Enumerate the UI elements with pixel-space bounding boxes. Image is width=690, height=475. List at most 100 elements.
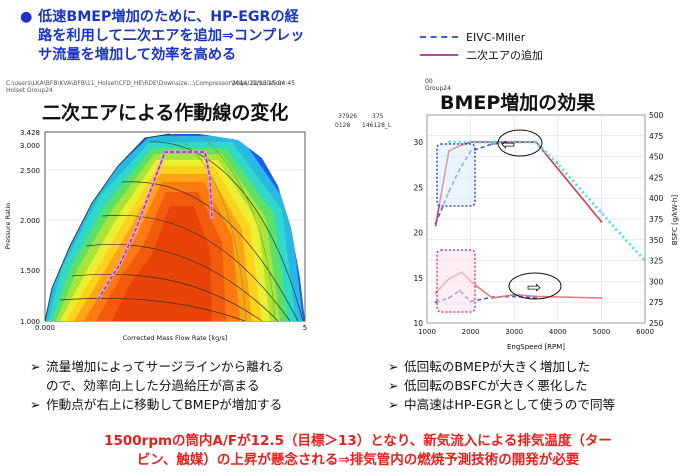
series-point-2-8	[622, 236, 625, 239]
bmep-chart: ⇦ ⇨ 1000 2000 3000 4000 5000 6000 10 15 20 25 30 25…	[413, 111, 679, 351]
bullet-right-2-mark: ➢	[388, 378, 399, 393]
efficiency-contours	[45, 134, 305, 321]
series-point-2-9	[644, 259, 646, 262]
map-y-tick-6: 3.428	[20, 129, 40, 137]
bullet-left-2-mark: ➢	[30, 397, 41, 412]
operating-line-eivc	[97, 151, 213, 301]
x-tick-label-6000: 6000	[636, 328, 654, 336]
highlight-box-bsfc	[436, 249, 476, 313]
series-point-4-0	[434, 292, 437, 295]
source-time: 15:04:45	[268, 80, 295, 87]
y-left-tick-label-30: 30	[413, 138, 423, 147]
map-y-tick-5: 3.000	[20, 142, 40, 150]
y-right-tick-label-400: 400	[649, 194, 664, 203]
intro-text: ● 低速BMEP増加のために、HP-EGRの経 路を利用して二次エアを追加⇒コン…	[20, 8, 400, 65]
map-y-tick-3: 2.000	[20, 217, 40, 225]
map-x-tick-2: 5	[303, 324, 307, 332]
source-date: 2014/11/13	[232, 80, 267, 87]
source-n5: Group24	[425, 85, 451, 92]
x-tick-label-3000: 3000	[505, 328, 523, 336]
map-y-tick-1: 1.000	[20, 318, 40, 326]
y-right-tick-label-425: 425	[649, 173, 664, 182]
surge-line	[44, 133, 171, 322]
series-point-4-6	[535, 295, 537, 298]
x-tick-label-4000: 4000	[549, 328, 567, 336]
legend-item-secondary-air: 二次エアの追加	[420, 46, 543, 64]
legend-swatch-eivc	[420, 36, 458, 38]
y-right-tick-label-500: 500	[649, 111, 664, 120]
x-tick-label-2000: 2000	[462, 328, 480, 336]
speed-lines	[59, 141, 304, 322]
bullet-left-1-line-1: 流量増加によってサージラインから離れる	[46, 359, 285, 374]
source-n4: 375	[372, 113, 384, 120]
bullet-right-2-text: 低回転のBSFCが大きく悪化した	[404, 378, 588, 393]
y-right-tick-label-275: 275	[649, 298, 664, 307]
source-n2: 0128	[335, 122, 351, 129]
y-left-tick-label-20: 20	[413, 229, 423, 238]
series-point-2-5	[556, 162, 559, 165]
legend-item-eivc: EIVC-Miller	[420, 28, 543, 46]
y-left-tick-label-15: 15	[413, 274, 423, 283]
intro-line-1: 低速BMEP増加のために、HP-EGRの経	[38, 9, 299, 25]
series-point-2-3	[513, 141, 516, 144]
x-tick-label-1000: 1000	[418, 328, 436, 336]
source-path: C:\users\LKA\BFB\KVA\BFB\11_Holset\CFD_H…	[6, 80, 284, 87]
bullets-left: ➢ 流量増加によってサージラインから離れる ので、効率向上した分過給圧が高まる ➢…	[30, 357, 375, 414]
footer-line-1: 1500rpmの筒内A/Fが12.5（目標＞13）となり、新気流入による排気温度…	[104, 433, 612, 449]
series-point-2-6	[578, 187, 581, 190]
series-point-3-5	[513, 295, 516, 298]
bullet-left-2-line-1: 作動点が右上に移動してBMEPが増加する	[46, 397, 283, 412]
bullet-left-1-line-2: ので、効率向上した分過給圧が高まる	[46, 378, 260, 393]
source-header: C:\users\LKA\BFB\KVA\BFB\11_Holset\CFD_H…	[6, 80, 296, 94]
series-point-4-7	[600, 297, 603, 300]
legend: EIVC-Miller 二次エアの追加	[420, 28, 543, 64]
map-y-tick-2: 1.500	[20, 267, 40, 275]
y-right-tick-label-300: 300	[649, 277, 664, 286]
source-n3: 146128_L	[362, 122, 392, 129]
bullet-right-3-text: 中高速はHP-EGRとして使うので同等	[404, 397, 616, 412]
series-point-2-2	[491, 141, 494, 144]
footer-line-2: ビン、触媒）の上昇が懸念される⇒排気管内の燃焼予測技術の開発が必要	[136, 452, 580, 468]
bullet-left-1-mark: ➢	[30, 359, 41, 374]
y-right-tick-label-325: 325	[649, 257, 664, 266]
legend-label-eivc: EIVC-Miller	[466, 30, 526, 44]
intro-bullet: ●	[20, 9, 33, 25]
bmep-x-label: EngSpeed [RPM]	[507, 343, 565, 351]
map-x-label: Corrected Mass Flow Rate [kg/s]	[123, 334, 228, 342]
x-tick-label-5000: 5000	[592, 328, 610, 336]
series-point-1-7	[600, 220, 603, 223]
bullet-left-2: ➢ 作動点が右上に移動してBMEPが増加する	[30, 395, 375, 414]
series-point-3-0	[434, 301, 437, 304]
series-point-2-1	[469, 141, 472, 144]
map-y-label: Pressure Ratio	[4, 203, 12, 250]
map-x-tick-1: 0.000	[35, 324, 55, 332]
y-right-tick-label-450: 450	[649, 153, 664, 162]
bullet-right-1-text: 低回転のBMEPが大きく増加した	[404, 359, 591, 374]
bullet-left-1: ➢ 流量増加によってサージラインから離れる	[30, 357, 375, 376]
legend-swatch-secondary-air	[420, 54, 458, 56]
bullets-right: ➢ 低回転のBMEPが大きく増加した ➢ 低回転のBSFCが大きく悪化した ➢ 中高速…	[388, 357, 688, 414]
y-right-tick-label-350: 350	[649, 236, 664, 245]
footer-note: 1500rpmの筒内A/Fが12.5（目標＞13）となり、新気流入による排気温度…	[78, 432, 638, 470]
bullet-right-2: ➢ 低回転のBSFCが大きく悪化した	[388, 376, 688, 395]
y-right-tick-label-250: 250	[649, 319, 664, 328]
right-arrow-icon: ⇨	[527, 278, 541, 298]
y-right-tick-label-475: 475	[649, 132, 664, 141]
legend-label-secondary-air: 二次エアの追加	[466, 49, 543, 62]
source-n6: 00	[425, 78, 433, 85]
map-y-tick-4: 2.500	[20, 167, 40, 175]
series-point-2-0	[447, 141, 450, 144]
series-point-2-7	[600, 211, 603, 214]
series-point-2-4	[535, 141, 537, 144]
bmep-ticks: 1000 2000 3000 4000 5000 6000 10 15 20 25 30 250 275…	[413, 111, 663, 336]
bullet-right-1: ➢ 低回転のBMEPが大きく増加した	[388, 357, 688, 376]
source-sub: Holset Group24	[6, 87, 53, 94]
bullet-right-3: ➢ 中高速はHP-EGRとして使うので同等	[388, 395, 688, 414]
highlight-box-bmep	[436, 143, 476, 207]
bsfc-y-label: BSFC [g/kW-h]	[671, 195, 679, 245]
series-point-1-0	[434, 224, 437, 227]
bullet-right-3-mark: ➢	[388, 397, 399, 412]
right-chart-title: BMEP増加の効果	[440, 92, 596, 114]
choke-curves	[169, 133, 276, 322]
compressor-map: 1.000 1.500 2.000 2.500 3.000 3.428 0.00…	[4, 129, 307, 342]
